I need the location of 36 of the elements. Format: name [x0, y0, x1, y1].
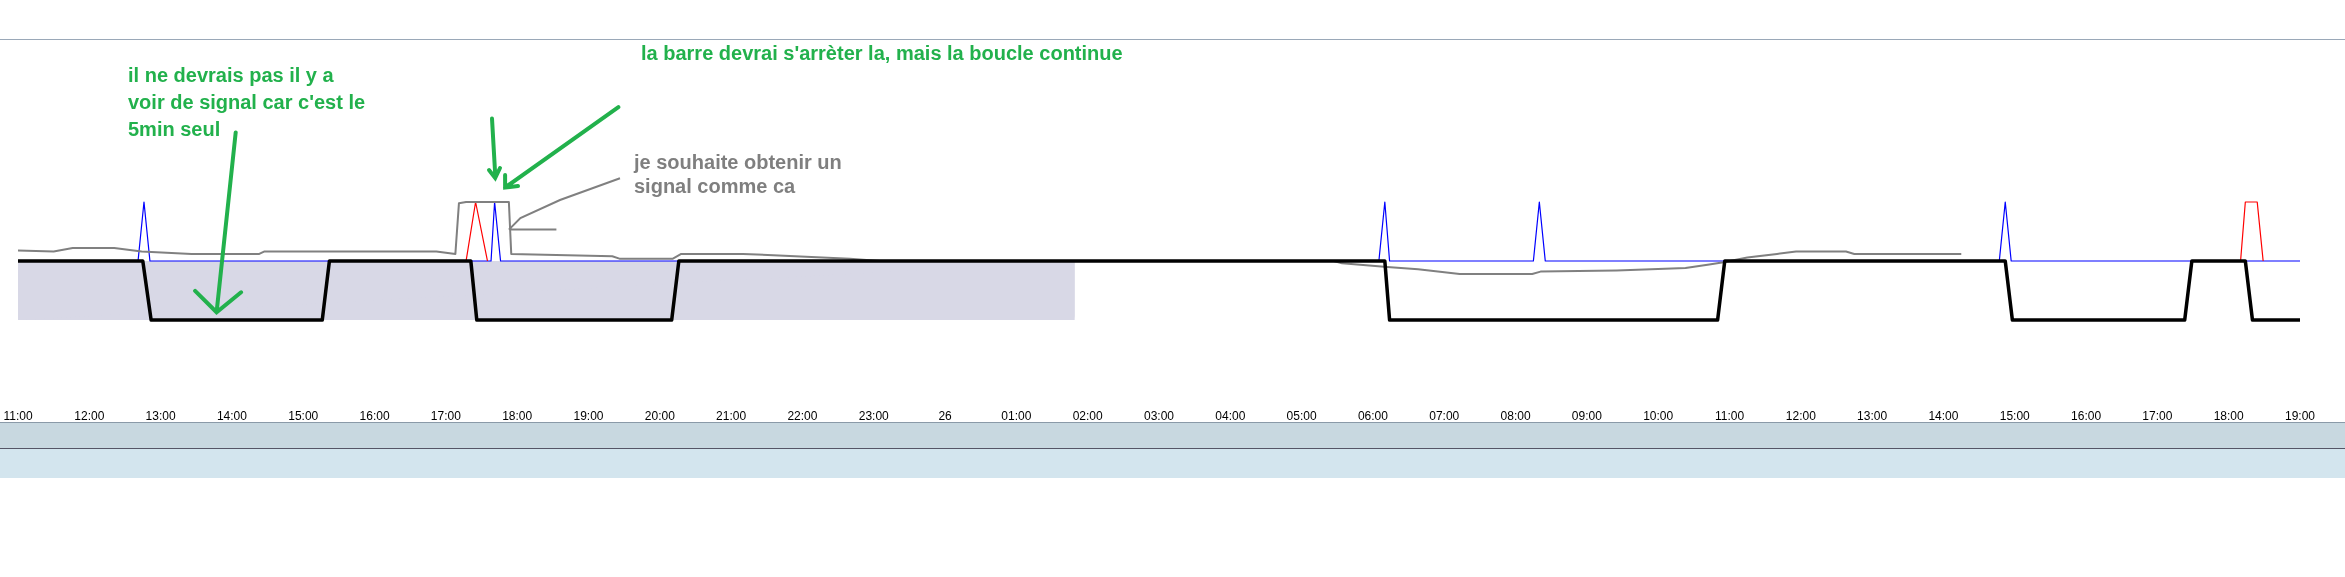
x-tick-label: 18:00	[2213, 408, 2245, 423]
x-tick-label: 10:00	[1643, 408, 1674, 423]
x-tick-label: 19:00	[573, 408, 604, 423]
x-tick-label: 12:00	[74, 408, 105, 423]
x-tick-label: 15:00	[1999, 408, 2031, 423]
x-tick-label: 16:00	[359, 408, 390, 423]
x-tick-label: 11:00	[1714, 408, 1745, 423]
text: je souhaite obtenir un signal comme ca	[634, 150, 842, 198]
x-tick-label: 01:00	[1001, 408, 1032, 423]
x-tick-label: 22:00	[787, 408, 818, 423]
x-tick-label: 19:00	[2284, 408, 2316, 423]
x-tick-label: 23:00	[858, 408, 890, 423]
x-tick-label: 17:00	[430, 408, 462, 423]
text: il ne devrais pas il y a voir de signal car c'est le 5min seul	[128, 63, 366, 142]
x-tick-label: 14:00	[1928, 408, 1959, 423]
x-tick-label: 07:00	[1429, 408, 1460, 423]
text: la barre devrai s'arrèter la, mais la boucle continue	[641, 41, 1123, 66]
x-tick-label: 20:00	[644, 408, 676, 423]
x-tick-label: 26	[938, 408, 953, 423]
x-tick-label: 14:00	[216, 408, 248, 423]
x-tick-label: 02:00	[1072, 408, 1104, 423]
x-tick-label: 12:00	[1785, 408, 1817, 423]
x-tick-label: 08:00	[1500, 408, 1531, 423]
x-tick-label: 09:00	[1571, 408, 1603, 423]
x-tick-label: 16:00	[2071, 408, 2102, 423]
x-tick-label: 06:00	[1357, 408, 1389, 423]
x-tick-label: 15:00	[288, 408, 319, 423]
x-tick-label: 18:00	[502, 408, 533, 423]
x-tick-label: 13:00	[145, 408, 176, 423]
x-tick-label: 21:00	[716, 408, 747, 423]
x-tick-label: 05:00	[1286, 408, 1317, 423]
x-tick-label: 04:00	[1215, 408, 1246, 423]
x-tick-label: 03:00	[1143, 408, 1175, 423]
x-tick-label: 17:00	[2142, 408, 2173, 423]
x-tick-label: 11:00	[3, 408, 33, 423]
x-tick-label: 13:00	[1857, 408, 1888, 423]
